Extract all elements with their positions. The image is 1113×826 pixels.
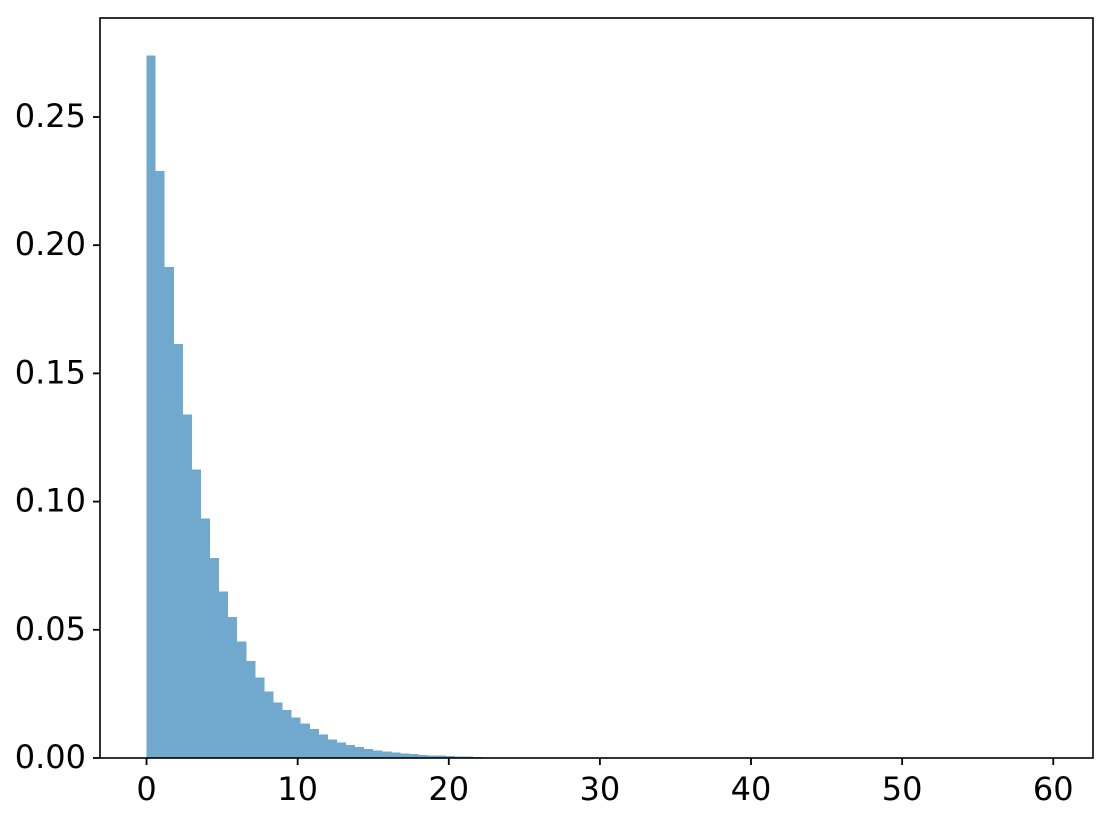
y-tick-label: 0.10: [15, 482, 86, 520]
histogram-bar: [264, 691, 274, 758]
histogram-bar: [318, 734, 328, 758]
x-tick-label: 50: [882, 770, 923, 808]
histogram-bar: [282, 710, 292, 758]
histogram-bar: [418, 754, 428, 758]
x-tick-label: 0: [136, 770, 156, 808]
histogram-bar: [210, 558, 220, 758]
axes-spines: [99, 17, 1094, 759]
y-tick-label: 0.00: [15, 738, 86, 776]
histogram-bar: [400, 753, 410, 758]
y-tick-label: 0.05: [15, 610, 86, 648]
x-tick-label: 10: [277, 770, 318, 808]
histogram-bar: [228, 616, 238, 758]
histogram-bar: [373, 750, 383, 758]
histogram-bar: [355, 746, 365, 758]
histogram-bar: [146, 55, 156, 758]
histogram-bar: [427, 755, 437, 758]
histogram-bar: [237, 641, 247, 758]
histogram-bar: [300, 723, 310, 758]
histogram-bar: [409, 754, 419, 758]
x-tick-label: 60: [1033, 770, 1074, 808]
histogram-bar: [173, 343, 183, 758]
y-tick-label: 0.20: [15, 225, 86, 263]
histogram-bar: [200, 518, 211, 758]
histogram-bar: [219, 591, 229, 758]
histogram-bar: [255, 677, 265, 758]
histogram-bar: [155, 170, 165, 758]
histogram-bar: [273, 702, 283, 758]
x-tick-label: 30: [580, 770, 621, 808]
histogram-bar: [364, 748, 374, 758]
histogram-bar: [327, 739, 337, 758]
histogram-bar: [191, 469, 201, 758]
x-tick-label: 40: [731, 770, 772, 808]
histogram-bar: [336, 742, 347, 758]
histogram-bar: [164, 266, 174, 758]
histogram-bar: [246, 661, 256, 758]
histogram-bar: [309, 729, 319, 758]
x-tick-label: 20: [428, 770, 469, 808]
histogram-bar: [445, 756, 455, 758]
histogram-bar: [291, 717, 301, 758]
histogram-bar: [391, 752, 401, 758]
y-tick-label: 0.25: [15, 97, 86, 135]
histogram-bar: [182, 414, 192, 758]
histogram-bar: [382, 751, 392, 758]
histogram-bar: [346, 744, 356, 758]
histogram-bar: [436, 755, 446, 758]
y-tick-label: 0.15: [15, 353, 86, 391]
